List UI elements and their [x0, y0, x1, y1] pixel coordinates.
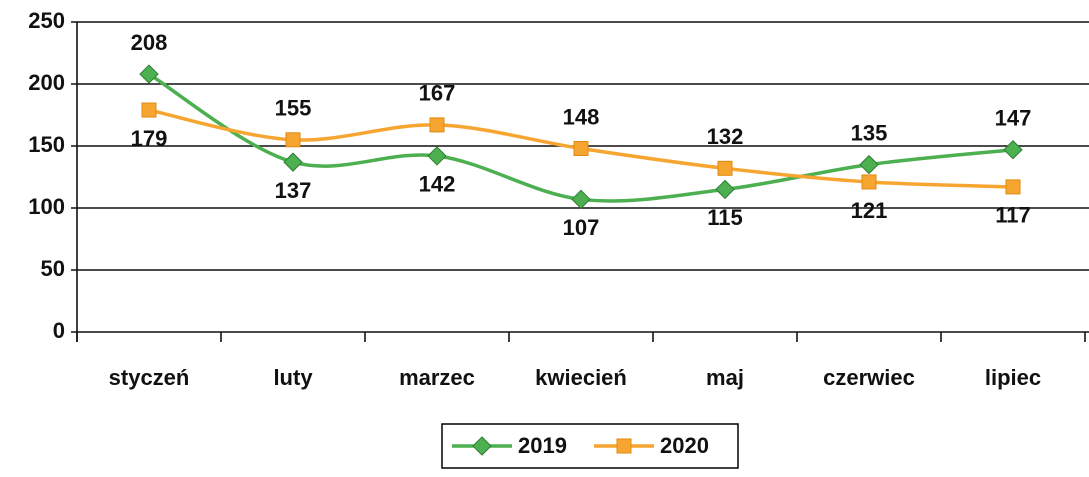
marker [1005, 179, 1021, 195]
marker [861, 174, 877, 190]
marker [717, 160, 733, 176]
marker [139, 64, 159, 84]
y-tick-label: 100 [28, 194, 65, 219]
y-tick-label: 0 [53, 318, 65, 343]
x-tick-label: marzec [399, 365, 475, 390]
legend: 2019 2020 [441, 423, 739, 469]
x-tick-label: styczeń [109, 365, 190, 390]
data-label: 132 [707, 124, 744, 149]
data-label: 147 [995, 106, 1032, 131]
data-label: 179 [131, 126, 168, 151]
data-label: 117 [995, 203, 1031, 228]
data-label: 142 [419, 172, 456, 197]
legend-label: 2020 [660, 433, 709, 458]
y-tick-label: 200 [28, 70, 65, 95]
x-tick-label: luty [273, 365, 313, 390]
marker [573, 140, 589, 156]
marker [616, 438, 632, 454]
x-tick-label: maj [706, 365, 744, 390]
marker [429, 117, 445, 133]
marker [283, 152, 303, 172]
data-label: 167 [419, 81, 456, 106]
y-tick-label: 50 [41, 256, 65, 281]
data-label: 148 [563, 104, 600, 129]
marker [141, 102, 157, 118]
marker [285, 132, 301, 148]
data-label: 135 [851, 120, 888, 145]
marker [472, 436, 492, 456]
marker [715, 179, 735, 200]
legend-label: 2019 [518, 433, 567, 458]
data-label: 107 [563, 215, 600, 240]
marker [571, 189, 591, 210]
x-tick-label: czerwiec [823, 365, 915, 390]
data-label: 208 [131, 30, 168, 55]
data-label: 121 [851, 198, 888, 223]
marker [1003, 140, 1023, 160]
y-tick-label: 150 [28, 132, 65, 157]
data-label: 115 [707, 205, 743, 230]
y-tick-label: 250 [28, 8, 65, 33]
data-label: 155 [275, 96, 312, 121]
marker [427, 146, 447, 166]
x-tick-label: kwiecień [535, 365, 627, 390]
data-label: 137 [275, 178, 312, 203]
marker [859, 154, 879, 175]
x-tick-label: lipiec [985, 365, 1041, 390]
